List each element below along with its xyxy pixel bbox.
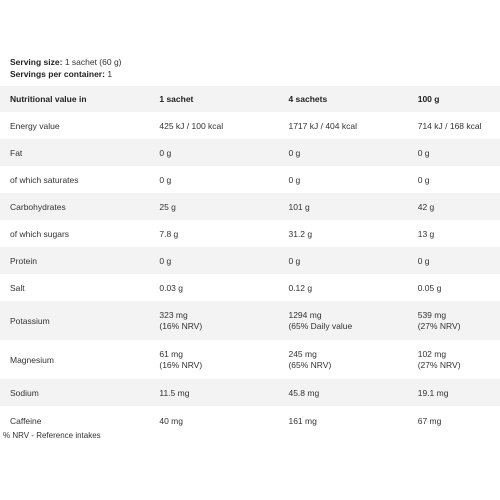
serving-size-label: Serving size: — [10, 57, 63, 67]
serving-size-value: 1 sachet (60 g) — [64, 57, 122, 67]
cell-4-sachets: 161 mg — [288, 416, 317, 426]
row-label: of which sugars — [10, 228, 70, 239]
cell-4-sachets: 45.8 mg — [288, 379, 418, 406]
header-1-sachet: 1 sachet — [159, 86, 289, 112]
cell-100-g: 714 kJ / 168 kcal — [417, 120, 482, 131]
cell-1-sachet: 323 mg (16% NRV) — [159, 301, 289, 340]
row-label: Potassium — [0, 301, 160, 340]
row-label: Carbohydrates — [0, 193, 160, 220]
table-row: Salt 0.03 g 0.12 g 0.05 g — [0, 274, 500, 301]
cell-4-sachets: 1717 kJ / 404 kcal — [288, 120, 357, 131]
table-row: Carbohydrates 25 g 101 g 42 g — [0, 193, 500, 220]
cell-1-sachet: 425 kJ / 100 kcal — [159, 120, 224, 131]
row-label: Protein — [0, 247, 160, 274]
table-row: Caffeine 40 mg 161 mg 67 mg — [0, 406, 500, 436]
table-row: Energy value 425 kJ / 100 kcal 1717 kJ /… — [0, 112, 500, 139]
table-row: Fat 0 g 0 g 0 g — [0, 139, 500, 166]
cell-nrv: (16% NRV) — [159, 321, 203, 331]
cell-100-g: 102 mg (27% NRV) — [418, 340, 500, 379]
cell-amount: 539 mg — [417, 310, 447, 320]
cell-4-sachets: 1294 mg (65% Daily value — [288, 301, 418, 340]
header-4-sachets: 4 sachets — [288, 86, 418, 112]
cell-nrv: (65% NRV) — [288, 360, 332, 370]
table-header-row: Nutritional value in 1 sachet 4 sachets … — [0, 86, 500, 112]
cell-1-sachet: 11.5 mg — [159, 379, 289, 406]
row-label: Magnesium — [10, 354, 54, 365]
serving-info: Serving size: 1 sachet (60 g) Servings p… — [10, 56, 122, 80]
row-label: Salt — [10, 282, 25, 293]
cell-100-g: 13 g — [417, 228, 435, 239]
cell-amount: 102 mg — [417, 349, 447, 359]
cell-1-sachet: 0 g — [159, 247, 289, 274]
table-row: Magnesium 61 mg (16% NRV) 245 mg (65% NR… — [0, 340, 500, 379]
row-label: of which saturates — [10, 174, 79, 185]
cell-100-g: 42 g — [417, 193, 500, 220]
cell-amount: 1294 mg — [288, 310, 322, 320]
cell-4-sachets: 101 g — [288, 193, 418, 220]
cell-amount: 61 mg — [159, 349, 183, 359]
cell-1-sachet: 40 mg — [159, 416, 183, 426]
cell-amount: 245 mg — [288, 349, 317, 359]
cell-1-sachet: 61 mg (16% NRV) — [159, 340, 288, 379]
cell-4-sachets: 31.2 g — [288, 228, 313, 239]
table-row: Sodium 11.5 mg 45.8 mg 19.1 mg — [0, 379, 500, 406]
row-label: Energy value — [10, 120, 60, 131]
cell-100-g: 19.1 mg — [417, 379, 500, 406]
cell-100-g: 0 g — [417, 247, 500, 274]
cell-4-sachets: 0.12 g — [288, 282, 313, 293]
cell-100-g: 0.05 g — [417, 282, 442, 293]
cell-1-sachet: 0 g — [159, 174, 172, 185]
cell-100-g: 539 mg (27% NRV) — [417, 301, 500, 340]
header-100-g: 100 g — [417, 86, 500, 112]
cell-1-sachet: 0.03 g — [159, 282, 183, 293]
servings-per-container-value: 1 — [107, 69, 113, 79]
cell-nrv: (27% NRV) — [417, 360, 461, 370]
cell-1-sachet: 0 g — [159, 139, 289, 166]
serving-size: Serving size: 1 sachet (60 g) — [10, 56, 122, 68]
table-row: Protein 0 g 0 g 0 g — [0, 247, 500, 274]
cell-4-sachets: 0 g — [288, 247, 418, 274]
header-nutritional-value: Nutritional value in — [0, 86, 160, 112]
cell-nrv: (16% NRV) — [159, 360, 203, 370]
cell-amount: 323 mg — [159, 310, 188, 320]
table-row: of which saturates 0 g 0 g 0 g — [0, 166, 500, 193]
row-label: Sodium — [0, 379, 160, 406]
nutrition-table: Nutritional value in 1 sachet 4 sachets … — [0, 86, 500, 436]
servings-per-container: Servings per container: 1 — [10, 68, 122, 80]
row-label: Caffeine — [10, 416, 42, 426]
cell-100-g: 0 g — [417, 174, 430, 185]
footnote: % NRV - Reference intakes — [3, 431, 101, 440]
cell-100-g: 0 g — [417, 139, 500, 166]
row-label: Fat — [0, 139, 160, 166]
cell-100-g: 67 mg — [417, 416, 442, 426]
table-row: of which sugars 7.8 g 31.2 g 13 g — [0, 220, 500, 247]
cell-1-sachet: 25 g — [159, 193, 289, 220]
cell-4-sachets: 245 mg (65% NRV) — [288, 340, 417, 379]
cell-nrv: (65% Daily value — [288, 321, 353, 331]
cell-nrv: (27% NRV) — [417, 321, 461, 331]
table-row: Potassium 323 mg (16% NRV) 1294 mg (65% … — [0, 301, 500, 340]
cell-4-sachets: 0 g — [288, 174, 301, 185]
cell-1-sachet: 7.8 g — [159, 228, 179, 239]
cell-4-sachets: 0 g — [288, 139, 418, 166]
servings-per-container-label: Servings per container: — [10, 69, 105, 79]
